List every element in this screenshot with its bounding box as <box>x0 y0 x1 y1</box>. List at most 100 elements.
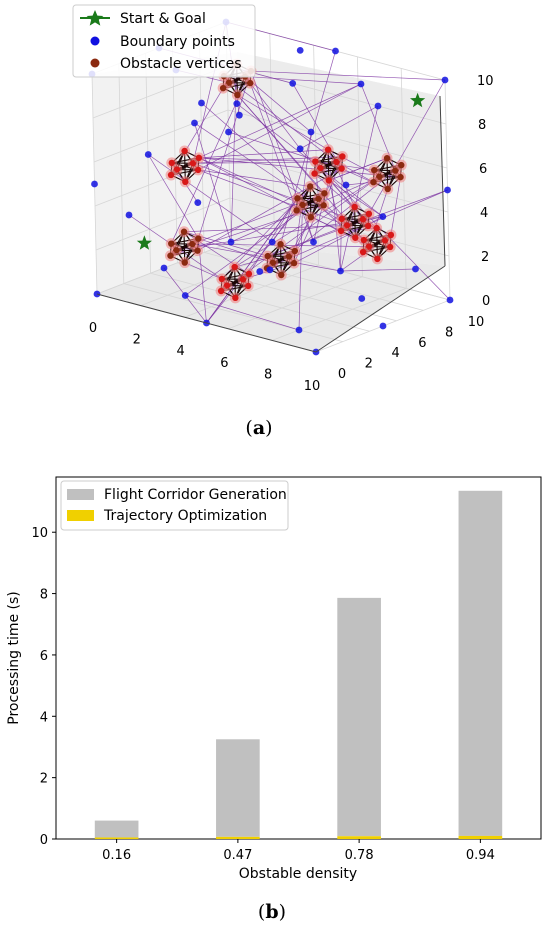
graph-edge <box>271 186 311 243</box>
obstacle-vertex <box>232 294 239 302</box>
obstacle-vertex <box>383 155 391 162</box>
bar-flight-corridor <box>337 597 381 837</box>
obstacle-vertex <box>246 79 254 87</box>
grid-line <box>272 288 407 341</box>
boundary-point <box>235 111 243 119</box>
z-tick-labels: 0 2 4 6 8 10 <box>477 74 494 309</box>
obstacle-vertex <box>291 247 299 255</box>
obstacle-vertex <box>278 271 285 279</box>
boundary-point <box>227 238 235 246</box>
obstacle-vertex <box>321 190 328 197</box>
obstacle-vertex <box>231 263 238 271</box>
y-tick-label: 6 <box>418 336 426 351</box>
legend-obstacle: Obstacle vertices <box>120 56 242 72</box>
x-tick-label: 0.16 <box>102 848 131 863</box>
graph-edge <box>292 83 342 169</box>
obstacle-vertex <box>218 275 226 283</box>
legend-swatch-corridor <box>67 489 94 500</box>
obstacle-vertex <box>195 235 202 242</box>
obstacle-vertex <box>398 161 405 169</box>
obstacle-vertex <box>219 84 227 92</box>
z-tick-label: 4 <box>480 206 488 221</box>
boundary-point <box>198 99 205 107</box>
legend-trajectory: Trajectory Optimization <box>103 508 267 524</box>
graph-edge <box>206 210 297 324</box>
obstacle-vertex <box>217 287 225 295</box>
obstacle-vertex <box>364 222 372 230</box>
boundary-point <box>379 322 387 330</box>
bar-trajectory-optimization <box>458 835 503 839</box>
y-tick-label: 6 <box>40 649 48 664</box>
graph-edge <box>206 198 298 324</box>
graph-edge <box>390 177 401 235</box>
graph-edge <box>237 94 329 150</box>
y-tick-label: 4 <box>391 346 399 361</box>
obstacle-vertex <box>351 203 358 211</box>
graph-edge <box>340 105 379 272</box>
obstacle-marker-icon <box>90 58 100 68</box>
graph-edge <box>245 76 362 85</box>
obstacle-5 <box>164 226 204 269</box>
obstacle-vertex <box>307 214 315 221</box>
boundary-marker-icon <box>90 36 100 46</box>
x-axis-ticks: 0.16 0.47 0.78 0.94 <box>102 839 495 863</box>
legend-boundary: Boundary points <box>120 34 235 50</box>
obstacle-vertex <box>189 160 197 167</box>
graph-edge <box>201 102 356 239</box>
boundary-point <box>256 268 264 275</box>
y-tick-label: 2 <box>40 772 48 787</box>
subplot-caption-a: (a) <box>245 417 272 439</box>
bar-flight-corridor <box>458 490 503 836</box>
graph-edge <box>197 83 362 171</box>
y-tick-label: 0 <box>40 833 48 848</box>
obstacle-vertex <box>360 236 368 244</box>
obstacle-vertex <box>181 259 188 266</box>
x-tick-label: 0.78 <box>345 848 374 863</box>
obstacle-vertex <box>173 166 181 173</box>
graph-edge <box>340 268 416 272</box>
graph-edge <box>368 79 446 214</box>
obstacle-vertex <box>359 248 367 256</box>
obstacle-vertex <box>195 154 203 162</box>
obstacle-vertex <box>370 179 377 186</box>
obstacle-vertex <box>299 201 306 209</box>
obstacle-vertex <box>365 210 373 217</box>
graph-edge <box>250 70 446 81</box>
obstacle-vertex <box>239 276 247 283</box>
graph-edge <box>197 168 342 251</box>
y-axis-ticks: 0 2 4 6 8 10 <box>31 526 56 848</box>
boundary-point <box>379 213 387 221</box>
obstacle-vertex <box>311 170 318 177</box>
legend-b: Flight Corridor Generation Trajectory Op… <box>60 480 289 531</box>
graph-edge <box>148 154 273 243</box>
bar-flight-corridor <box>216 739 260 837</box>
bar-flight-corridor <box>94 820 139 838</box>
y-axis-label: Processing time (s) <box>6 591 22 725</box>
graph-edge <box>298 204 303 331</box>
boundary-point <box>357 80 365 88</box>
boundary-point <box>332 47 339 55</box>
obstacle-vertex <box>168 240 175 247</box>
obstacle-vertex <box>194 247 201 254</box>
boundary-point <box>441 76 449 84</box>
x-tick-label: 6 <box>220 356 228 371</box>
graph-edge <box>328 157 388 181</box>
graph-edge <box>244 76 301 150</box>
boundary-point <box>233 100 241 107</box>
x-tick-label: 4 <box>176 344 184 359</box>
graph-edge <box>280 50 336 245</box>
obstacle-4 <box>165 145 205 188</box>
obstacle-vertex <box>182 178 189 185</box>
boundary-point <box>446 296 454 304</box>
grid-line <box>123 283 343 342</box>
obstacle-vertex <box>264 252 271 260</box>
obstacle-10 <box>357 222 397 265</box>
boundary-point <box>310 238 317 246</box>
boundary-point <box>266 266 274 274</box>
grid-line <box>228 153 449 213</box>
obstacle-vertex <box>397 173 404 181</box>
graph-edge <box>171 243 369 247</box>
obstacle-vertex <box>352 234 359 241</box>
graph-edge <box>237 94 325 194</box>
obstacle-vertex <box>320 202 327 209</box>
